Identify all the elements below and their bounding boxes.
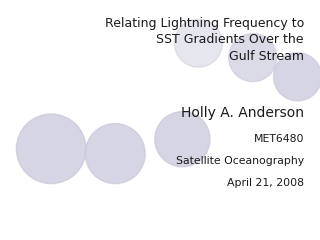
Text: MET6480: MET6480 xyxy=(253,134,304,144)
Text: Holly A. Anderson: Holly A. Anderson xyxy=(181,106,304,120)
Text: Relating Lightning Frequency to
SST Gradients Over the
Gulf Stream: Relating Lightning Frequency to SST Grad… xyxy=(105,17,304,63)
Ellipse shape xyxy=(229,34,277,82)
Ellipse shape xyxy=(85,124,145,184)
Ellipse shape xyxy=(274,53,320,101)
Ellipse shape xyxy=(155,112,210,167)
Ellipse shape xyxy=(16,114,86,184)
Ellipse shape xyxy=(174,19,222,67)
Text: Satellite Oceanography: Satellite Oceanography xyxy=(176,156,304,166)
Text: April 21, 2008: April 21, 2008 xyxy=(227,178,304,188)
